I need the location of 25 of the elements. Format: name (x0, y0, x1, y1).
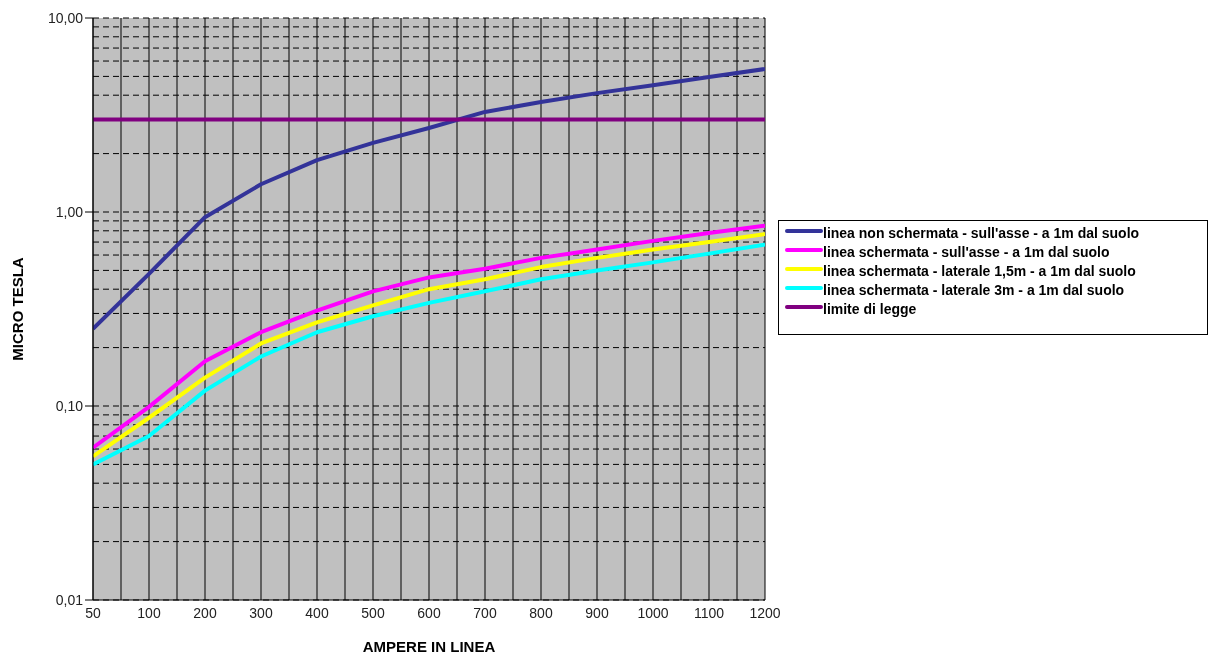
line-series (93, 66, 765, 331)
x-axis-title: AMPERE IN LINEA (362, 638, 496, 655)
x-tick-label: 1200 (749, 604, 781, 621)
x-tick-label: 1000 (637, 604, 669, 621)
y-tick-label: 0,01 (55, 592, 84, 608)
x-tick-label: 50 (85, 604, 101, 621)
x-tick-label: 700 (473, 604, 497, 621)
y-tick-label: 10,00 (47, 10, 84, 26)
legend-label: linea schermata - laterale 3m - a 1m dal suolo (823, 282, 1125, 299)
y-tick-label: 1,00 (55, 204, 84, 220)
x-tick-label: 100 (137, 604, 161, 621)
x-tick-label: 1100 (693, 604, 725, 621)
x-tick-label: 800 (529, 604, 553, 621)
legend-label: linea non schermata - sull'asse - a 1m dal suolo (823, 225, 1140, 242)
y-axis-title: MICRO TESLA (9, 257, 27, 361)
legend-label: linea schermata - sull'asse - a 1m dal suolo (823, 244, 1110, 261)
x-tick-label: 900 (585, 604, 609, 621)
y-tick-label: 0,10 (55, 398, 84, 414)
x-tick-label: 200 (193, 604, 217, 621)
x-tick-label: 500 (361, 604, 385, 621)
x-tick-label: 400 (305, 604, 329, 621)
legend-label: linea schermata - laterale 1,5m - a 1m dal suolo (823, 263, 1136, 280)
x-tick-label: 600 (417, 604, 441, 621)
legend-label: limite di legge (823, 301, 917, 318)
x-tick-label: 300 (249, 604, 273, 621)
